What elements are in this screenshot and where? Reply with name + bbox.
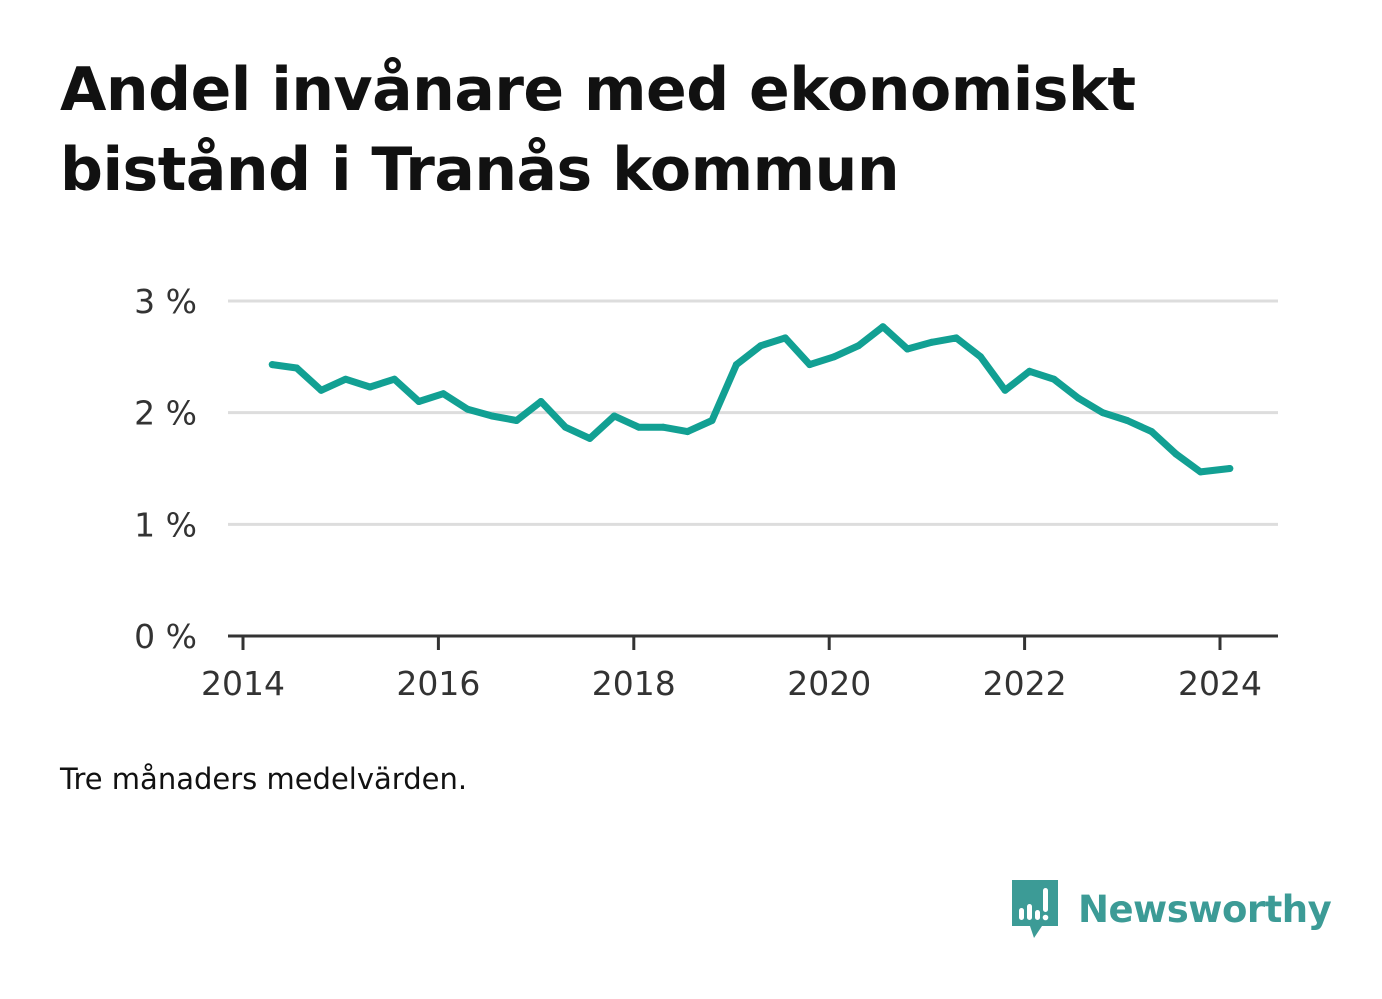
x-tick-label: 2014 [201,664,285,703]
data-point [635,423,643,431]
data-point [757,342,765,350]
data-point [293,364,301,372]
data-point [879,323,887,331]
data-point [366,383,374,391]
data-point [561,423,569,431]
data-point [586,434,594,442]
y-tick-label: 0 % [134,617,197,656]
y-tick-label: 3 % [134,282,197,321]
data-point [464,405,472,413]
data-point [1148,428,1156,436]
data-point [977,353,985,361]
x-tick-label: 2020 [787,664,871,703]
y-axis-tick-labels: 0 % 1 % 2 % 3 % [134,282,197,656]
data-point [855,342,862,350]
y-tick-label: 1 % [134,505,197,544]
x-axis: 2014 2016 2018 2020 2022 2024 [201,634,1278,703]
grid-lines [228,299,1278,526]
data-point [439,390,447,398]
data-point [1226,465,1234,472]
bar-chart-speech-bubble-icon [1012,880,1058,938]
chart-title: Andel invånare med ekonomiskt bistånd i … [60,55,1136,205]
chart-note: Tre månaders medelvärden. [60,762,468,796]
data-point [732,361,740,369]
data-point [781,334,789,342]
data-point [708,417,716,424]
data-point [684,428,691,436]
data-point [1026,367,1033,375]
brand-name: Newsworthy [1078,887,1332,931]
x-tick-label: 2016 [396,664,480,703]
data-point [537,398,545,405]
x-tick-label: 2022 [983,664,1067,703]
data-point [952,334,960,342]
data-point [659,423,667,431]
data-point [1074,394,1082,402]
data-point [1172,450,1180,458]
data-point [317,386,325,394]
series-line [268,323,1234,476]
data-point [268,361,276,369]
brand-logo: Newsworthy [1010,876,1332,942]
data-point [1001,386,1009,394]
data-point [513,417,521,424]
data-point [342,375,350,383]
y-tick-label: 2 % [134,394,197,433]
data-point [1050,375,1058,383]
data-point [806,361,814,369]
data-point [488,412,496,420]
data-point [1099,409,1107,417]
data-point [390,375,398,383]
data-point [1123,417,1131,424]
line-chart: 0 % 1 % 2 % 3 % 2014 2016 2018 2020 2022 2024 [134,282,1278,703]
data-point [928,338,936,346]
x-tick-label: 2024 [1178,664,1262,703]
data-point [830,353,838,361]
data-point [415,398,423,405]
data-point [903,345,911,353]
series-layer [268,323,1234,476]
data-point [610,412,618,420]
data-point [1197,468,1204,476]
x-tick-label: 2018 [592,664,676,703]
